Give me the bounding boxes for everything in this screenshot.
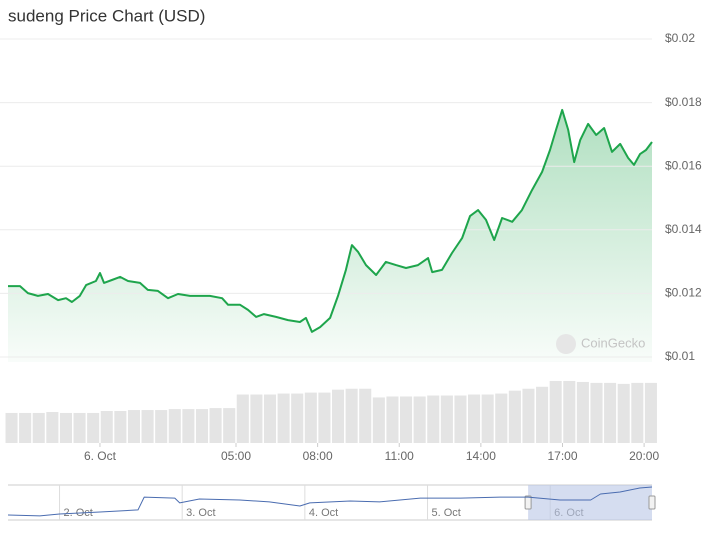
volume-bar xyxy=(508,390,521,443)
volume-bar xyxy=(46,411,59,443)
volume-bar xyxy=(563,380,576,443)
y-tick-label: $0.018 xyxy=(665,95,702,109)
volume-bar xyxy=(182,409,195,443)
x-tick-label: 6. Oct xyxy=(84,449,117,463)
nav-handle xyxy=(648,495,656,510)
nav-tick-label: 3. Oct xyxy=(186,507,215,519)
nav-selection xyxy=(528,485,652,520)
volume-bar xyxy=(617,383,630,443)
volume-bar xyxy=(304,392,317,443)
volume-bar xyxy=(495,393,508,443)
volume-bar xyxy=(114,411,127,443)
volume-bar xyxy=(522,388,535,443)
volume-bar xyxy=(345,388,358,443)
x-tick-label: 14:00 xyxy=(466,449,496,463)
watermark-logo xyxy=(556,334,576,354)
volume-bar xyxy=(386,396,399,443)
price-area xyxy=(8,109,652,363)
volume-bar xyxy=(73,412,86,443)
volume-bar xyxy=(359,388,372,443)
volume-bar xyxy=(481,394,494,443)
volume-bar xyxy=(536,386,549,443)
volume-bar xyxy=(168,409,181,443)
volume-bar xyxy=(223,408,236,443)
y-tick-label: $0.01 xyxy=(665,349,695,363)
volume-bar xyxy=(141,410,154,443)
nav-tick-label: 4. Oct xyxy=(309,507,338,519)
y-tick-label: $0.014 xyxy=(665,222,702,236)
y-tick-label: $0.016 xyxy=(665,158,702,172)
volume-bar xyxy=(87,412,100,443)
x-tick-label: 20:00 xyxy=(629,449,659,463)
volume-bar xyxy=(195,409,209,443)
volume-bar xyxy=(549,380,562,443)
nav-handle xyxy=(524,495,532,510)
watermark-text: CoinGecko xyxy=(581,335,645,350)
nav-line xyxy=(7,486,653,517)
volume-bar xyxy=(263,394,277,443)
volume-bar xyxy=(277,393,290,443)
volume-bar xyxy=(604,382,617,443)
volume-bar xyxy=(400,396,413,443)
volume-bar xyxy=(250,394,263,443)
x-tick-label: 08:00 xyxy=(303,449,333,463)
volume-bar xyxy=(468,394,481,443)
volume-bar xyxy=(291,393,304,443)
volume-bar xyxy=(100,411,113,443)
volume-bar xyxy=(372,397,385,443)
volume-bar xyxy=(590,382,603,443)
volume-bar xyxy=(19,412,32,443)
volume-bar xyxy=(576,381,589,443)
x-tick-label: 05:00 xyxy=(221,449,251,463)
volume-bar xyxy=(331,389,345,443)
x-tick-label: 11:00 xyxy=(385,449,414,463)
volume-bar xyxy=(440,395,453,443)
volume-bar xyxy=(59,412,72,443)
volume-bar xyxy=(644,382,657,443)
volume-bar xyxy=(427,395,440,443)
chart-title: sudeng Price Chart (USD) xyxy=(8,6,205,25)
volume-bar xyxy=(32,412,45,443)
volume-bar xyxy=(631,382,644,443)
y-tick-label: $0.012 xyxy=(665,286,702,300)
volume-bar xyxy=(236,394,249,443)
nav-tick-label: 5. Oct xyxy=(432,507,461,519)
watermark: CoinGecko xyxy=(556,334,645,354)
volume-bar xyxy=(127,410,141,443)
volume-bar xyxy=(155,410,168,443)
volume-bar xyxy=(413,396,426,443)
volume-bar xyxy=(454,395,467,443)
price-line xyxy=(8,108,653,333)
volume-bar xyxy=(318,392,331,443)
volume-bar xyxy=(209,408,222,443)
y-tick-label: $0.02 xyxy=(665,31,695,45)
volume-bar xyxy=(5,412,18,443)
x-tick-label: 17:00 xyxy=(547,449,577,463)
